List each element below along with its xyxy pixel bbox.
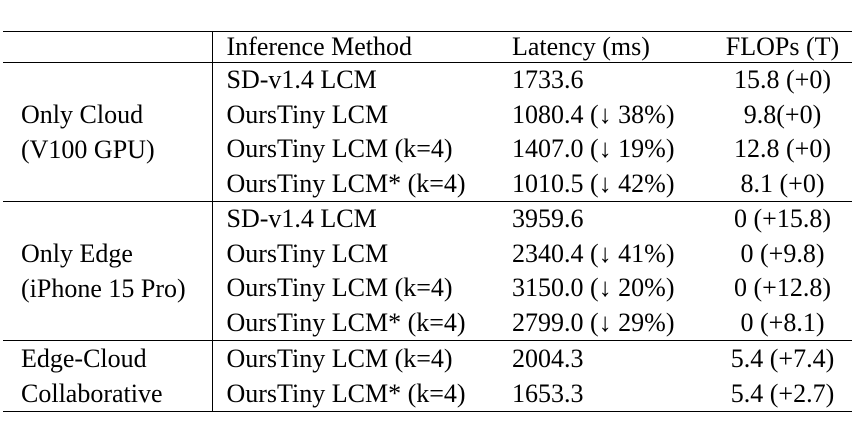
latency-cell: 3150.0 (↓ 20%) [512, 273, 675, 303]
latency-cell: 2004.3 [498, 340, 713, 376]
flops-cell: 8.1 (+0) [740, 168, 825, 198]
inference-results-table: Inference Method Latency (ms) FLOPs (T) … [3, 31, 852, 412]
group-label-line: (V100 GPU) [21, 135, 155, 164]
flops-cell: 9.8(+0) [743, 99, 822, 129]
table-row: OursTiny LCM* (k=4) 1653.3 5.4 (+2.7) [3, 376, 852, 412]
method-cell: SD-v1.4 LCM [212, 201, 498, 237]
latency-cell: 1407.0 (↓ 19%) [512, 134, 675, 164]
flops-cell: 5.4 (+7.4) [713, 340, 852, 376]
group-label-edge-cloud: Edge-Cloud Collaborative [3, 340, 213, 412]
method-cell: OursTiny LCM* (k=4) [226, 307, 466, 337]
method-cell: OursTiny LCM (k=4) [212, 340, 498, 376]
table-row: OursTiny LCM (k=4) 1407.0 (↓ 19%) 12.8 (… [3, 132, 852, 167]
method-cell: OursTiny LCM (k=4) [226, 134, 453, 164]
group-label-line: Only Edge [21, 239, 133, 268]
table-row: OursTiny LCM 2340.4 (↓ 41%) 0 (+9.8) [3, 237, 852, 272]
method-cell: OursTiny LCM [226, 238, 389, 268]
group-label-line: Collaborative [21, 379, 163, 408]
header-cell-latency: Latency (ms) [498, 31, 713, 63]
latency-cell: 1733.6 [498, 62, 713, 98]
flops-cell: 5.4 (+2.7) [730, 378, 835, 408]
flops-cell: 15.8 (+0) [713, 62, 852, 98]
header-row: Inference Method Latency (ms) FLOPs (T) [3, 31, 852, 63]
method-cell: SD-v1.4 LCM [212, 62, 498, 98]
latency-cell: 3959.6 [498, 201, 713, 237]
flops-cell: 0 (+15.8) [713, 201, 852, 237]
latency-cell: 1010.5 (↓ 42%) [512, 168, 675, 198]
header-cell-inference-method: Inference Method [212, 31, 498, 63]
table-row: OursTiny LCM (k=4) 3150.0 (↓ 20%) 0 (+12… [3, 271, 852, 306]
flops-cell: 0 (+12.8) [734, 273, 831, 303]
flops-cell: 0 (+9.8) [740, 238, 825, 268]
table-row: OursTiny LCM 1080.4 (↓ 38%) 9.8(+0) [3, 98, 852, 133]
table-row: Only Edge (iPhone 15 Pro) SD-v1.4 LCM 39… [3, 201, 852, 341]
flops-cell: 12.8 (+0) [734, 134, 831, 164]
method-cell: OursTiny LCM [226, 99, 389, 129]
header-cell-empty [3, 31, 213, 63]
latency-cell: 2340.4 (↓ 41%) [512, 238, 675, 268]
table-row: OursTiny LCM* (k=4) 1010.5 (↓ 42%) 8.1 (… [3, 167, 852, 202]
method-cell: OursTiny LCM* (k=4) [226, 168, 466, 198]
group-label-line: (iPhone 15 Pro) [21, 274, 186, 303]
group-label-line: Edge-Cloud [21, 344, 147, 373]
method-cell: OursTiny LCM (k=4) [226, 273, 453, 303]
method-cell: OursTiny LCM* (k=4) [226, 378, 466, 408]
table-row: Edge-Cloud Collaborative OursTiny LCM (k… [3, 340, 852, 412]
group-label-only-edge: Only Edge (iPhone 15 Pro) [3, 201, 213, 341]
table-row: OursTiny LCM* (k=4) 2799.0 (↓ 29%) 0 (+8… [3, 306, 852, 341]
group-label-line: Only Cloud [21, 100, 144, 129]
table-row: Only Cloud (V100 GPU) SD-v1.4 LCM 1733.6… [3, 62, 852, 202]
latency-cell: 1653.3 [512, 378, 584, 408]
latency-cell: 2799.0 (↓ 29%) [512, 307, 675, 337]
flops-cell: 0 (+8.1) [740, 307, 825, 337]
header-cell-flops: FLOPs (T) [713, 31, 852, 63]
group-label-only-cloud: Only Cloud (V100 GPU) [3, 62, 213, 202]
latency-cell: 1080.4 (↓ 38%) [512, 99, 675, 129]
